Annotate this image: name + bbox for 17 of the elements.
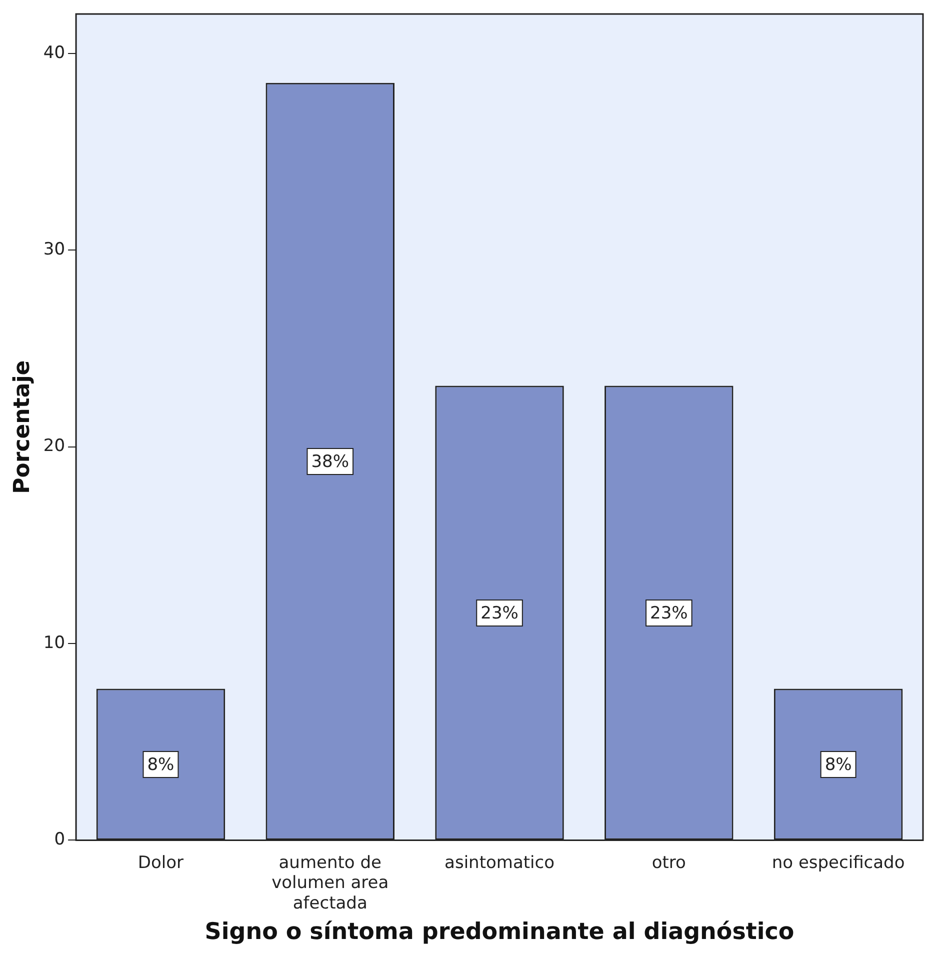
y-axis-title: Porcentaje — [10, 360, 35, 494]
x-tick-label: otro — [652, 852, 686, 873]
x-tick-label: asintomatico — [444, 852, 554, 873]
x-tick-label: Dolor — [138, 852, 184, 873]
data-label: 38% — [311, 452, 350, 472]
y-tick-label: 0 — [54, 830, 66, 850]
y-tick-label: 10 — [43, 632, 66, 653]
y-tick-label: 40 — [43, 42, 66, 63]
x-tick-label: aumento de volumen area afectada — [272, 852, 389, 914]
data-label: 8% — [824, 754, 852, 775]
data-label: 8% — [147, 754, 174, 775]
x-axis-title: Signo o síntoma predominante al diagnóstico — [204, 919, 794, 946]
data-label: 23% — [650, 603, 688, 624]
y-tick-label: 20 — [43, 436, 66, 456]
data-label: 23% — [480, 603, 518, 624]
y-tick-label: 30 — [43, 239, 66, 260]
x-tick-label: no especificado — [772, 852, 905, 873]
